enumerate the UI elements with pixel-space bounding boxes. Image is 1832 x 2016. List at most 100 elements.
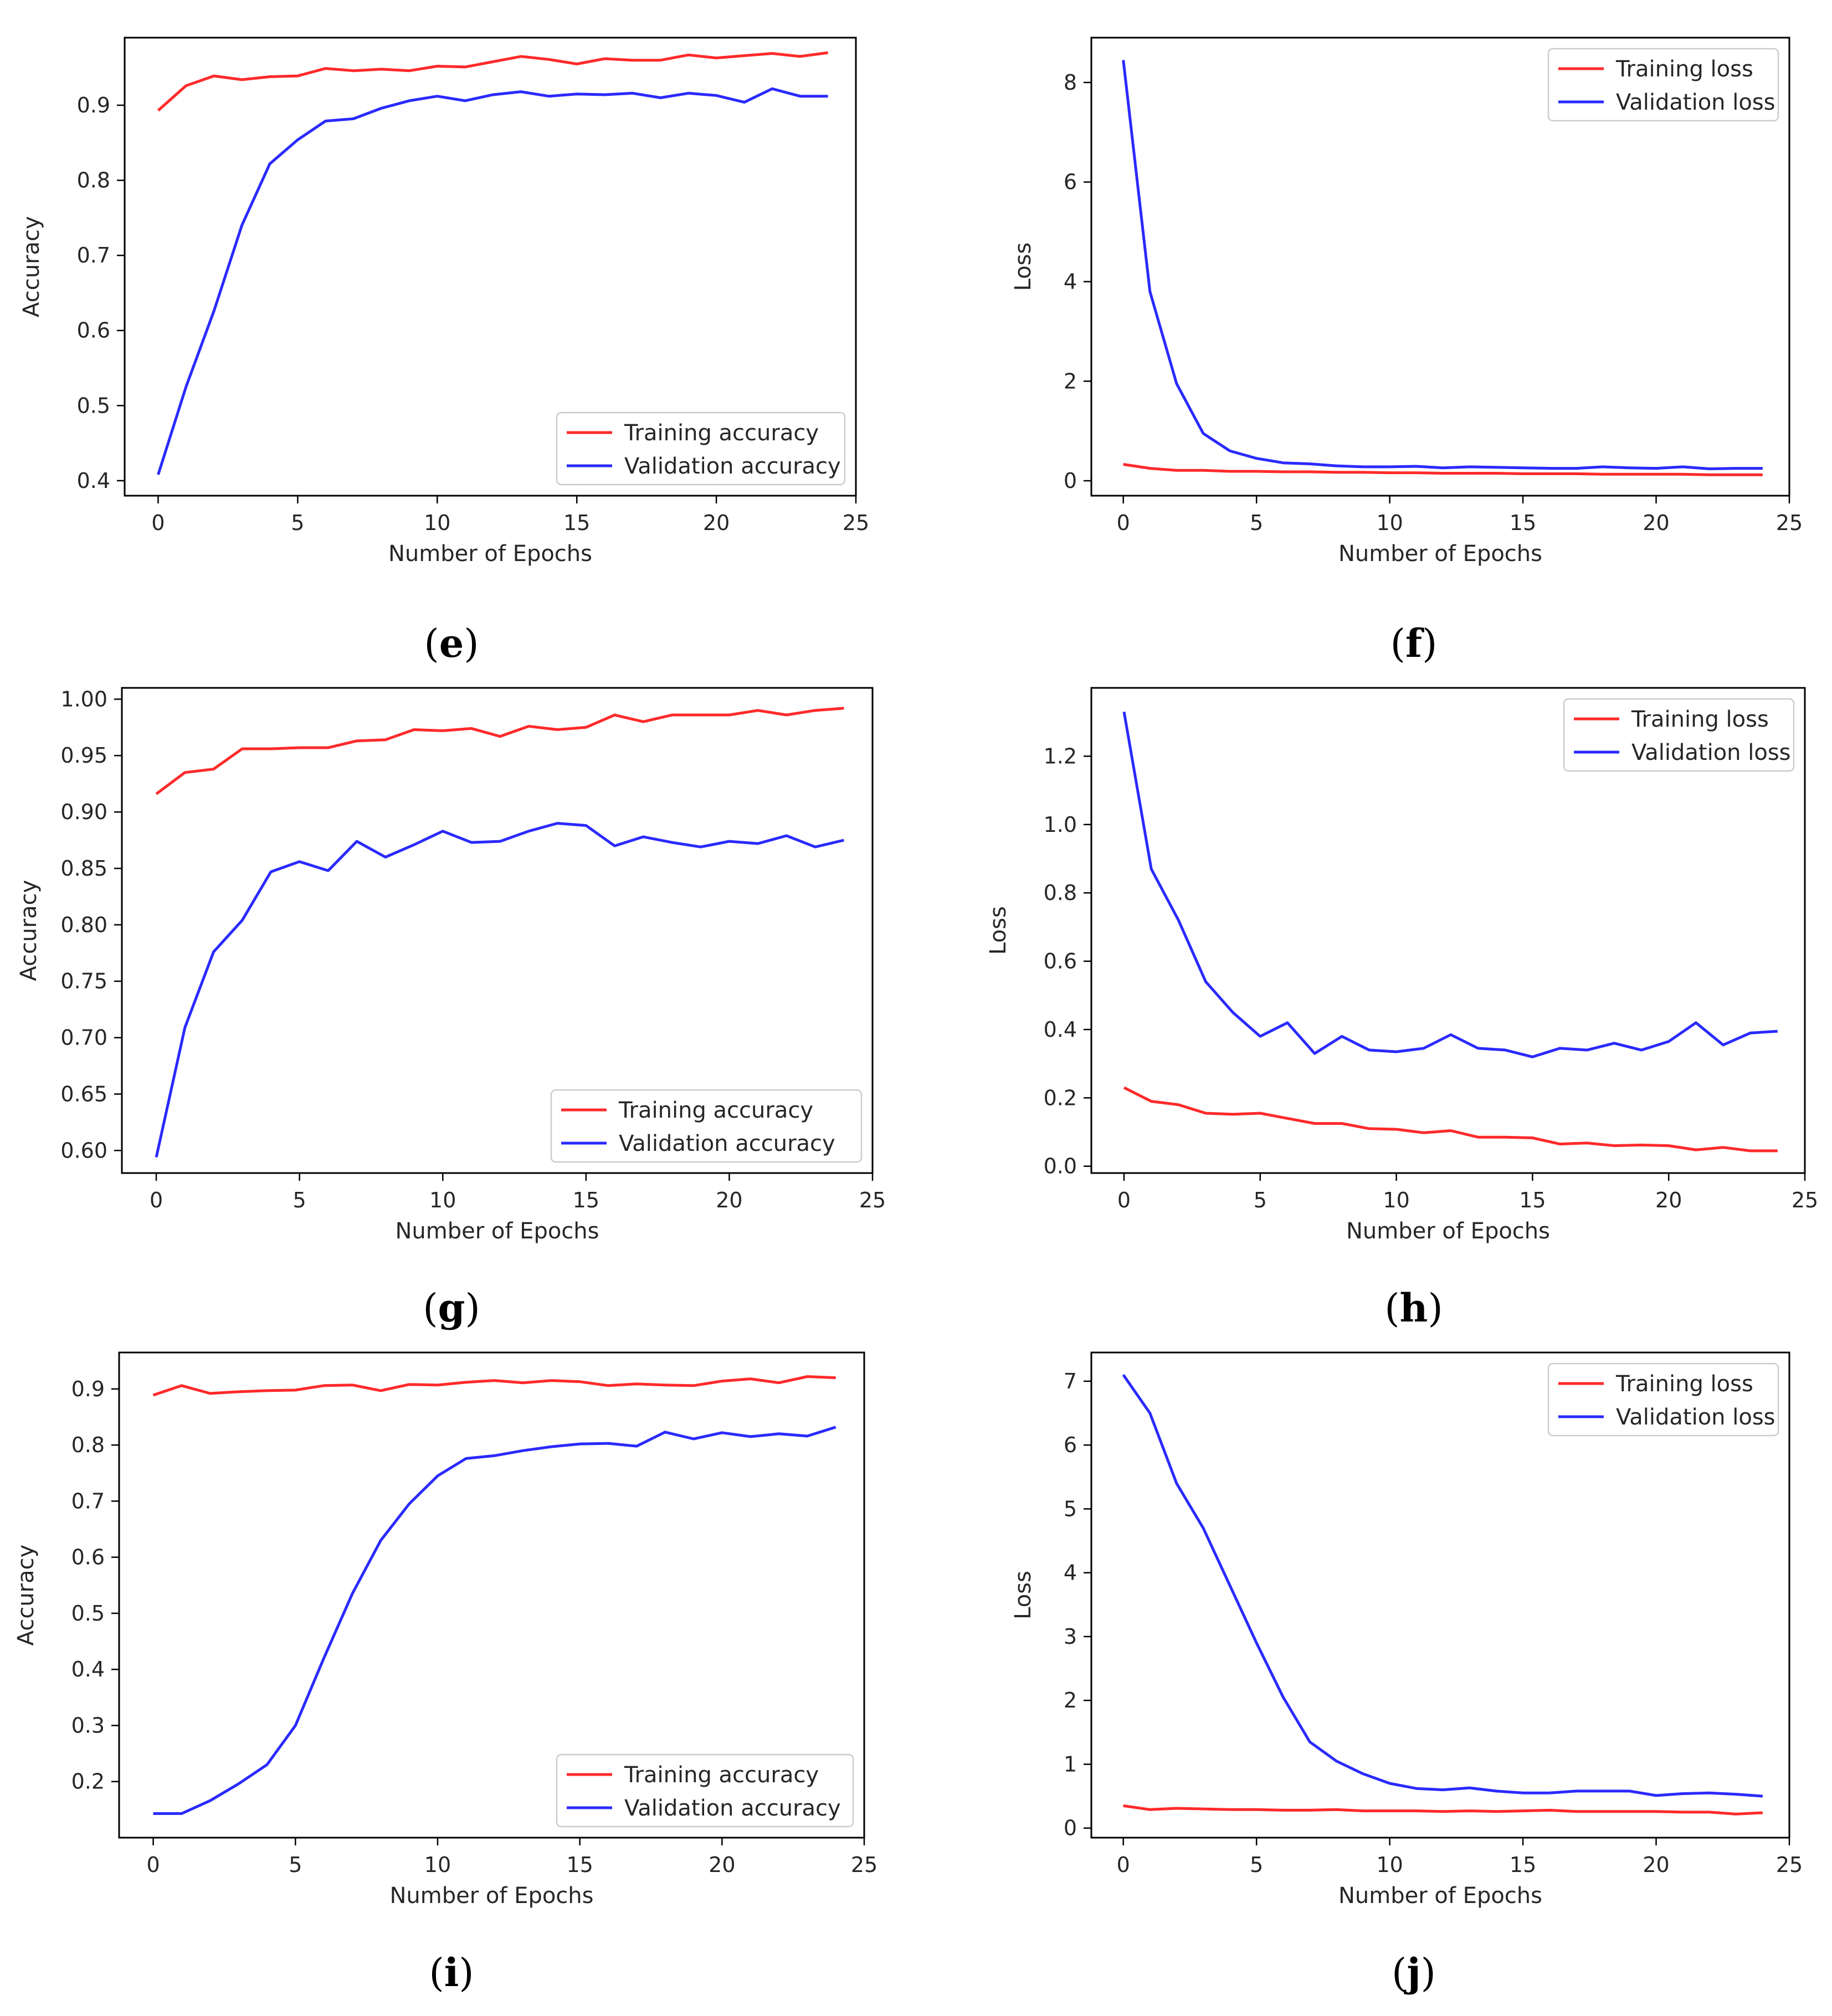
y-tick-label: 0.65	[60, 1082, 107, 1106]
series-line-validation-loss	[1122, 1374, 1763, 1798]
x-tick-label: 0	[147, 1853, 160, 1877]
y-tick-label: 0	[1064, 1816, 1077, 1840]
y-tick-label: 0	[1064, 469, 1077, 493]
y-tick-label: 1.2	[1044, 744, 1077, 768]
legend-entry: Training loss	[1615, 56, 1753, 82]
x-tick-label: 20	[703, 511, 730, 535]
x-tick-label: 15	[1510, 1853, 1536, 1877]
y-tick-label: 0.4	[71, 1657, 105, 1681]
chart-panel-j: 0 5 10 15 20 25 0 1 2 3 4 5 6 7 Number of Epochs Loss Tr…	[942, 1329, 1832, 1938]
x-tick-label: 5	[293, 1188, 306, 1212]
y-tick-label: 0.8	[77, 168, 110, 193]
x-tick-label: 25	[1792, 1188, 1818, 1212]
x-axis-label: Number of Epochs	[388, 541, 592, 567]
legend: Training loss Validation loss	[1547, 48, 1779, 122]
y-tick-label: 4	[1064, 269, 1077, 294]
y-tick-label: 0.6	[77, 318, 110, 343]
chart-panel-e: 0 5 10 15 20 25 0.4 0.5 0.6 0.7 0.8 0.9 Number of Ep…	[0, 0, 914, 609]
legend-entry: Validation accuracy	[624, 1796, 841, 1821]
x-tick-label: 10	[1376, 511, 1403, 535]
legend-entry: Training accuracy	[624, 1762, 819, 1788]
y-tick-label: 0.85	[60, 856, 107, 881]
x-tick-label: 15	[566, 1853, 593, 1877]
y-tick-label: 0.60	[60, 1138, 107, 1163]
y-tick-label: 0.2	[1044, 1086, 1077, 1110]
series-line-training-loss	[1123, 1086, 1778, 1153]
series-line-training-loss	[1123, 462, 1763, 476]
y-tick-label: 0.8	[71, 1433, 105, 1457]
y-tick-label: 8	[1064, 70, 1077, 95]
plot-frame	[1090, 1351, 1790, 1839]
chart-panel-i: 0 5 10 15 20 25 0.2 0.3 0.4 0.5 0.6 0.7 0.8 0.9 Number…	[0, 1329, 914, 1938]
caption-e: (e)	[424, 620, 479, 666]
x-tick-label: 10	[1376, 1853, 1403, 1877]
line-chart-f: 0 5 10 15 20 25 0 2 4 6 8 Number of Epochs Loss Train…	[1010, 37, 1803, 567]
x-tick-label: 0	[1117, 1188, 1131, 1212]
y-tick-label: 0.95	[60, 743, 107, 768]
y-tick-label: 6	[1064, 1433, 1077, 1457]
legend-box	[1547, 48, 1779, 122]
plot-frame	[121, 687, 874, 1174]
legend-entry: Training accuracy	[618, 1098, 813, 1123]
x-tick-label: 25	[1776, 1853, 1803, 1877]
y-axis-label: Loss	[986, 906, 1011, 955]
y-tick-label: 0.6	[71, 1545, 105, 1570]
x-tick-label: 10	[424, 511, 450, 535]
plot-frame	[124, 37, 857, 497]
x-tick-label: 15	[1510, 511, 1536, 535]
legend-entry: Validation accuracy	[619, 1131, 835, 1156]
line-chart-i: 0 5 10 15 20 25 0.2 0.3 0.4 0.5 0.6 0.7 0.8 0.9 Number…	[13, 1351, 877, 1909]
x-tick-label: 5	[1250, 511, 1263, 535]
series-line-validation-loss	[1122, 711, 1778, 1058]
x-tick-label: 0	[1117, 1853, 1130, 1877]
legend-entry: Training accuracy	[624, 420, 819, 446]
caption-i: (i)	[429, 1950, 474, 1996]
line-chart-j: 0 5 10 15 20 25 0 1 2 3 4 5 6 7 Number of Epochs Loss Tr…	[1010, 1351, 1803, 1909]
y-axis-label: Loss	[1010, 243, 1036, 291]
x-tick-label: 0	[150, 1188, 163, 1212]
y-tick-label: 6	[1064, 170, 1077, 194]
line-chart-e: 0 5 10 15 20 25 0.4 0.5 0.6 0.7 0.8 0.9 Number of Ep…	[19, 37, 869, 567]
plot-frame	[1090, 37, 1790, 497]
y-tick-label: 1	[1064, 1752, 1077, 1776]
y-axis-label: Accuracy	[19, 216, 44, 317]
y-tick-label: 0.70	[60, 1026, 107, 1050]
y-tick-label: 0.9	[71, 1377, 105, 1401]
y-tick-label: 5	[1064, 1496, 1077, 1521]
legend-entry: Validation loss	[1616, 90, 1775, 115]
x-tick-label: 15	[1519, 1188, 1546, 1212]
legend-entry: Training loss	[1615, 1371, 1753, 1397]
series-line-training-accuracy	[157, 51, 828, 112]
y-tick-label: 0.4	[1044, 1017, 1077, 1042]
x-axis-label: Number of Epochs	[390, 1883, 594, 1909]
x-tick-label: 20	[709, 1853, 735, 1877]
x-tick-label: 5	[289, 1853, 302, 1877]
x-tick-label: 10	[424, 1853, 451, 1877]
y-axis-label: Loss	[1010, 1571, 1036, 1619]
legend-box	[1563, 698, 1795, 772]
series-line-validation-accuracy	[155, 822, 844, 1158]
x-tick-label: 20	[716, 1188, 742, 1212]
x-tick-label: 25	[851, 1853, 877, 1877]
x-tick-label: 25	[1776, 511, 1803, 535]
chart-panel-f: 0 5 10 15 20 25 0 2 4 6 8 Number of Epochs Loss Train…	[942, 0, 1832, 609]
x-tick-label: 10	[429, 1188, 456, 1212]
legend: Training accuracy Validation accuracy	[556, 412, 846, 486]
y-tick-label: 0.9	[77, 93, 110, 117]
series-line-training-accuracy	[155, 707, 844, 795]
chart-panel-h: 0 5 10 15 20 25 0.0 0.2 0.4 0.6 0.8 1.0 1.2 Number of…	[942, 665, 1832, 1274]
legend-entry: Training loss	[1631, 707, 1769, 732]
x-axis-label: Number of Epochs	[1338, 1883, 1542, 1909]
legend: Training accuracy Validation accuracy	[556, 1753, 854, 1828]
y-tick-label: 0.3	[71, 1713, 105, 1737]
y-axis-label: Accuracy	[13, 1545, 39, 1646]
y-tick-label: 0.7	[71, 1489, 105, 1513]
y-tick-label: 3	[1064, 1624, 1077, 1649]
y-tick-label: 0.7	[77, 243, 110, 268]
legend-entry: Validation loss	[1616, 1405, 1775, 1430]
legend-box	[1547, 1362, 1779, 1437]
y-tick-label: 0.2	[71, 1770, 105, 1794]
legend-box	[550, 1089, 863, 1163]
x-axis-label: Number of Epochs	[396, 1218, 599, 1244]
x-tick-label: 5	[1250, 1853, 1263, 1877]
